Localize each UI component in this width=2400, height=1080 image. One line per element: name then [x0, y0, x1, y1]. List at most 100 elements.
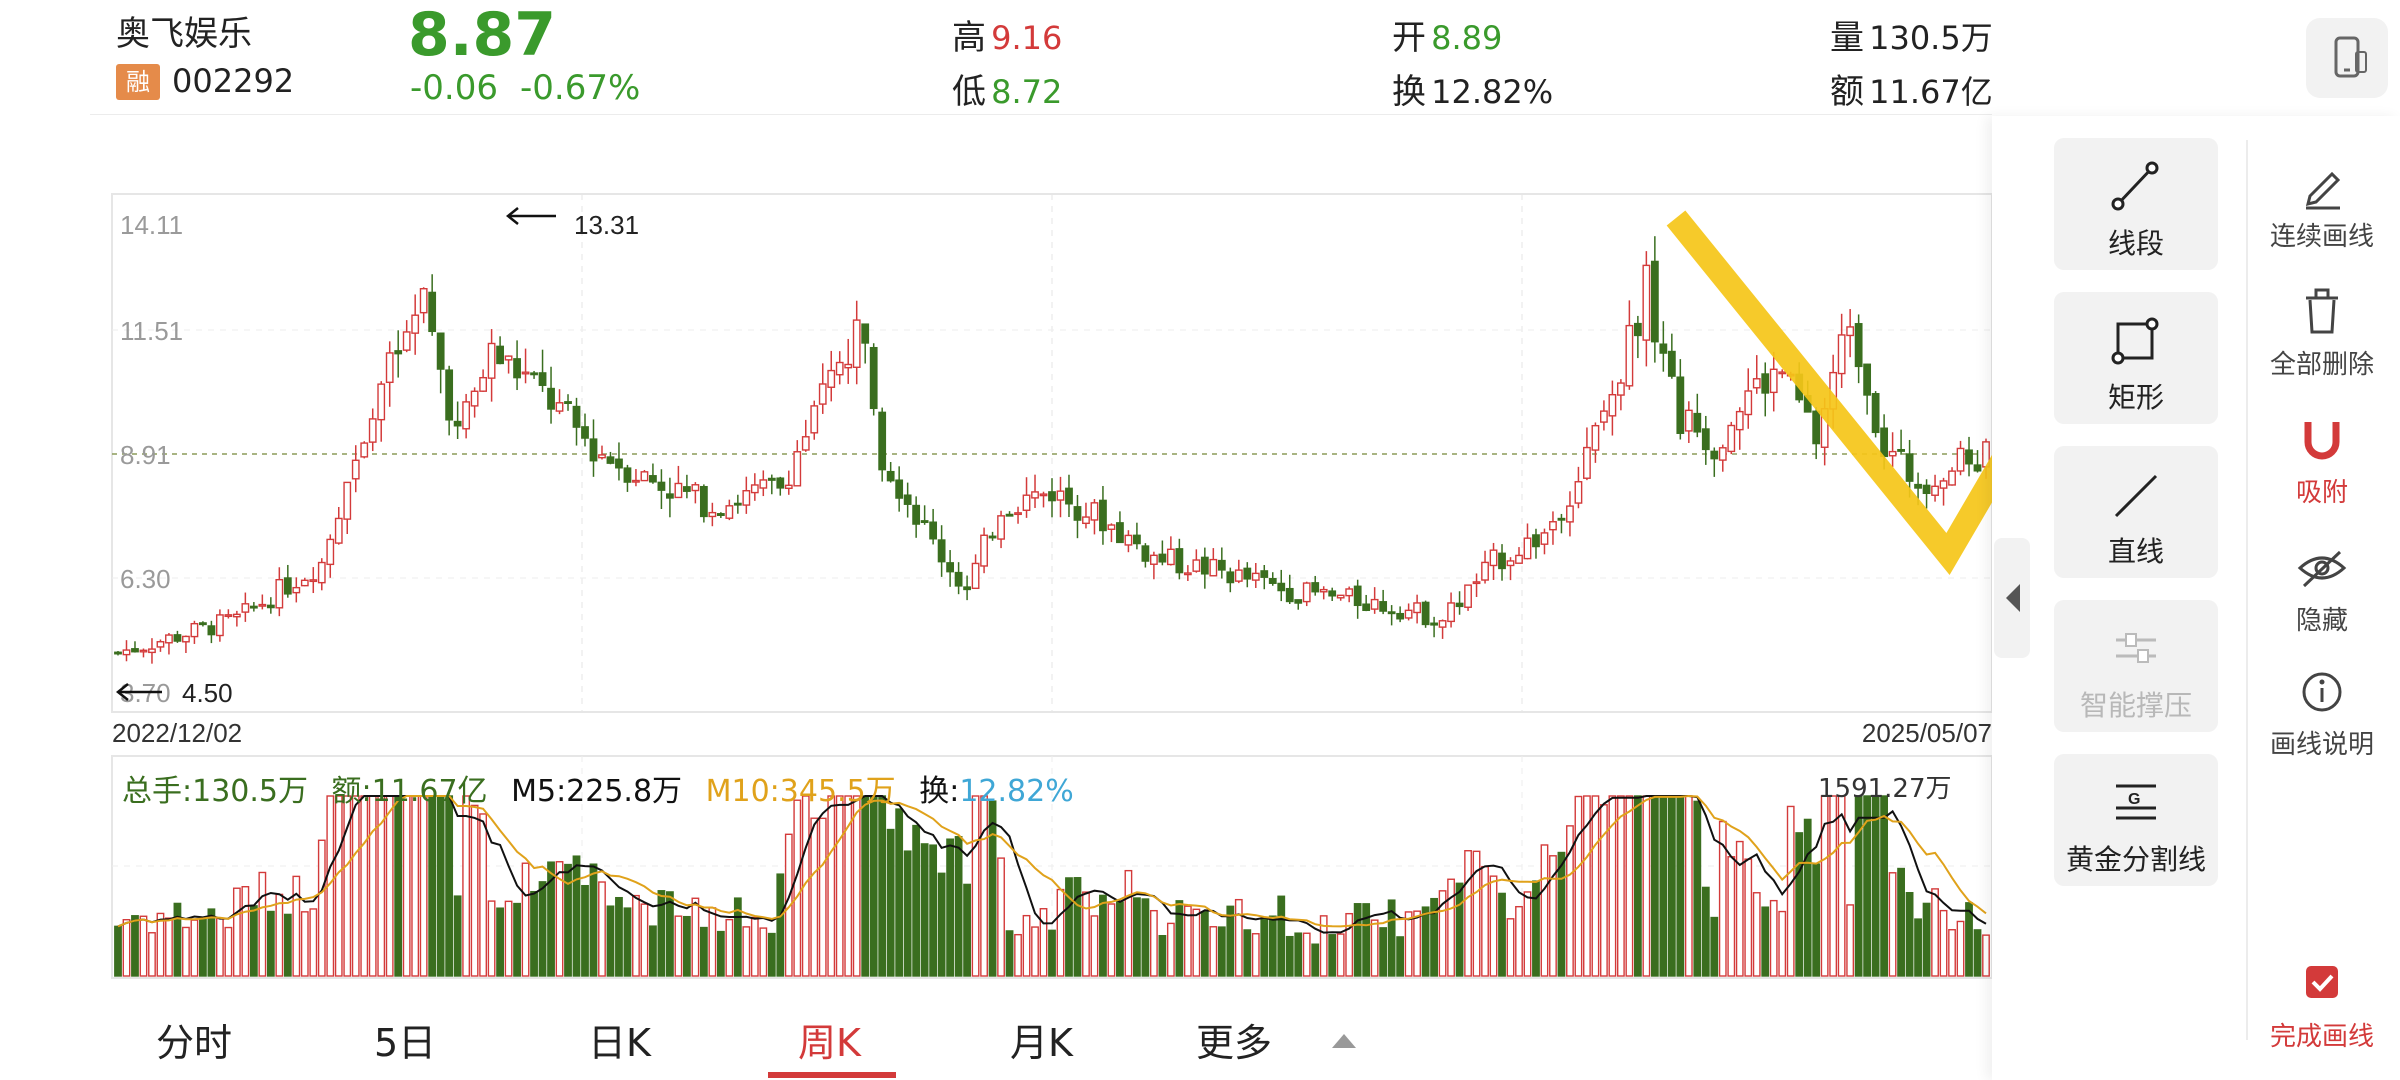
tool-golden-ratio-label: 黄金分割线 — [2065, 843, 2206, 876]
rotate-screen-button[interactable] — [2306, 18, 2388, 98]
volume-bar — [606, 905, 615, 977]
continuous-draw-button[interactable]: 连续画线 — [2252, 156, 2392, 253]
candle-body — [1888, 450, 1897, 457]
kline-chart[interactable]: 14.11 11.51 8.91 6.30 3.70 13.31 4.50 20… — [0, 0, 2000, 1000]
candle-body — [1048, 491, 1056, 502]
candle-body — [801, 436, 810, 451]
delete-all-button[interactable]: 全部删除 — [2252, 284, 2392, 381]
volume-bar — [1693, 800, 1702, 977]
volume-bar — [1905, 892, 1914, 977]
volume-bar — [615, 896, 623, 977]
candle-body — [266, 604, 275, 609]
drawing-help-button[interactable]: 画线说明 — [2252, 664, 2392, 761]
candle-body — [640, 471, 649, 482]
y-label-4: 6.30 — [120, 564, 171, 594]
candle-body — [300, 579, 309, 587]
tab-monthly-k[interactable]: 月K — [1010, 1021, 1073, 1065]
volume-bar — [1583, 795, 1591, 977]
volume-bar — [632, 894, 640, 977]
candle-body — [1506, 560, 1515, 567]
candle-body — [912, 504, 921, 525]
volume-bar — [1600, 804, 1608, 977]
volume-bar — [1863, 795, 1872, 977]
drawn-zigzag-line[interactable] — [1666, 210, 2000, 576]
candle-body — [1956, 447, 1965, 472]
volume-bar — [1336, 933, 1345, 977]
candle-body — [1345, 588, 1354, 597]
volume-bar — [572, 855, 581, 977]
candle-body — [1073, 506, 1082, 521]
volume-bar — [122, 919, 131, 977]
candle-body — [1421, 601, 1430, 626]
volume-label: 量 — [1830, 18, 1864, 58]
chevron-left-icon — [2006, 584, 2020, 612]
magnet-snap-button[interactable]: 吸附 — [2252, 412, 2392, 509]
volume-bar — [199, 917, 207, 977]
candle-body — [1277, 582, 1286, 592]
high-value: 9.16 — [991, 19, 1063, 57]
volume-bar — [1812, 863, 1821, 977]
volume-bar — [1158, 934, 1167, 977]
volume-bar — [1498, 892, 1506, 977]
volume-bar — [1752, 892, 1761, 977]
candle-body — [606, 456, 615, 464]
volume-bar — [1217, 926, 1226, 977]
volume-bar — [1048, 929, 1056, 977]
tab-5day[interactable]: 5日 — [374, 1021, 437, 1065]
straight-line-icon — [2114, 474, 2158, 518]
tool-rectangle[interactable]: 矩形 — [2054, 292, 2218, 424]
volume-bar — [1149, 909, 1158, 977]
candle-body — [1175, 548, 1184, 574]
volume-bar — [903, 850, 912, 977]
candle-body — [249, 605, 258, 609]
candle-body — [1379, 601, 1388, 612]
candle-body — [1948, 470, 1956, 486]
volume-bar — [674, 915, 683, 977]
tool-golden-ratio[interactable]: G 黄金分割线 — [2054, 754, 2218, 886]
collapse-panel-button[interactable] — [1994, 538, 2030, 658]
tab-daily-k[interactable]: 日K — [588, 1021, 651, 1065]
tab-more[interactable]: 更多 — [1196, 1021, 1273, 1065]
tab-intraday[interactable]: 分时 — [156, 1021, 233, 1065]
candle-body — [419, 288, 428, 314]
candle-body — [538, 372, 547, 386]
y-label-2: 11.51 — [120, 316, 183, 346]
tool-support-pressure[interactable]: 智能撑压 — [2054, 600, 2218, 732]
candle-body — [1744, 390, 1753, 416]
candle-body — [1209, 558, 1218, 577]
candle-body — [479, 376, 488, 392]
volume-bar — [317, 839, 326, 977]
candle-body — [1880, 427, 1889, 458]
candle-body — [1778, 371, 1787, 375]
candle-body — [1133, 534, 1141, 545]
candle-body — [470, 390, 479, 407]
candle-body — [1090, 502, 1099, 521]
min-price-label: 4.50 — [182, 678, 233, 708]
volume-bar — [1056, 888, 1065, 977]
candle-body — [139, 649, 148, 653]
tool-straight-line[interactable]: 直线 — [2054, 446, 2218, 578]
finish-drawing-button[interactable]: 完成画线 — [2252, 956, 2392, 1053]
candle-body — [1752, 378, 1761, 389]
volume-bar — [1829, 795, 1838, 977]
tool-line-segment[interactable]: 线段 — [2054, 138, 2218, 270]
phone-rotate-icon — [2334, 36, 2367, 78]
candle-body — [1226, 571, 1235, 584]
volume-bar — [182, 926, 190, 977]
candle-body — [453, 420, 462, 427]
volume-legend: 总手:130.5万 额:11.67亿 M5:225.8万 M10:345.5万 … — [122, 766, 1074, 810]
candle-body — [1684, 409, 1693, 432]
volume-bar — [666, 891, 674, 977]
volume-bar — [1438, 890, 1447, 977]
volume-bar — [598, 881, 606, 977]
volume-bar — [470, 804, 479, 977]
candle-body — [131, 648, 139, 653]
volume-bar — [920, 843, 929, 977]
volume-bar — [649, 925, 657, 977]
tool-rectangle-label: 矩形 — [2107, 381, 2164, 414]
volume-bar — [1854, 795, 1863, 977]
tab-weekly-k[interactable]: 周K — [798, 1021, 861, 1065]
hide-drawings-button[interactable]: 隐藏 — [2252, 540, 2392, 637]
more-up-arrow-icon[interactable] — [1330, 1030, 1358, 1050]
volume-bar — [767, 932, 776, 977]
